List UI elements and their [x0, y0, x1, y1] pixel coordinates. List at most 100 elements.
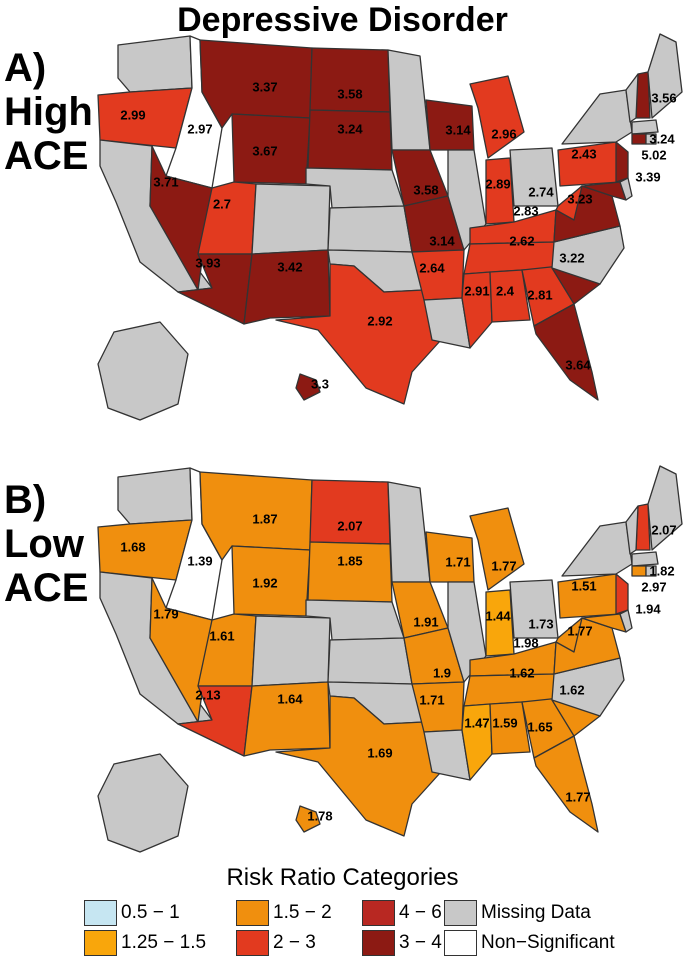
- low-ace-value-ia: 1.91: [413, 614, 438, 629]
- high-ace-map: 2.99 2.97 3.37 3.58 3.24 3.67 3.71 2.7 3.93 3.42 2…: [97, 33, 683, 421]
- legend-swatch: [84, 900, 117, 926]
- legend-label: Missing Data: [481, 902, 591, 923]
- low-ace-value-nh: 2.07: [651, 522, 676, 537]
- high-ace-state-al: [489, 269, 531, 323]
- low-ace-state-me: [647, 465, 683, 551]
- low-ace-value-tn: 1.62: [509, 665, 534, 680]
- low-ace-value-ar: 1.71: [419, 692, 444, 707]
- low-ace-value-mi: 1.77: [491, 558, 516, 573]
- high-ace-value-tn: 2.62: [509, 233, 534, 248]
- low-ace-value-sd: 1.85: [337, 553, 362, 568]
- legend-swatch: [362, 930, 395, 956]
- low-ace-state-de: [619, 609, 633, 633]
- high-ace-state-nm: [243, 249, 331, 325]
- low-ace-state-ny: [561, 521, 633, 577]
- high-ace-value-id: 2.97: [187, 121, 212, 136]
- high-ace-value-mi: 2.96: [491, 126, 516, 141]
- legend-swatch: [444, 930, 477, 956]
- low-ace-value-hi: 1.78: [307, 808, 332, 823]
- low-ace-value-ky: 1.98: [513, 635, 538, 650]
- high-ace-state-ri: [645, 133, 657, 145]
- low-ace-state-wa: [117, 467, 193, 525]
- high-ace-value-in: 2.89: [485, 176, 510, 191]
- high-ace-state-wa: [117, 35, 193, 93]
- low-ace-value-in: 1.44: [485, 608, 511, 623]
- low-ace-state-al: [489, 701, 531, 755]
- high-ace-state-ks: [327, 205, 413, 253]
- high-ace-state-de: [619, 177, 633, 201]
- high-ace-state-az: [177, 253, 253, 325]
- panel-b-line2: ACE: [4, 566, 89, 610]
- high-ace-value-ia: 3.58: [413, 182, 438, 197]
- low-ace-value-md: 1.94: [635, 601, 661, 616]
- low-ace-value-or: 1.68: [120, 539, 145, 554]
- high-ace-state-ak: [97, 321, 189, 421]
- low-ace-value-wi: 1.71: [445, 554, 470, 569]
- legend-item-missing: Missing Data: [444, 898, 591, 928]
- panel-a-line1: High: [4, 90, 93, 134]
- low-ace-state-mi: [469, 507, 525, 591]
- legend-item-1_25-1_5: 1.25 − 1.5: [84, 928, 206, 958]
- low-ace-value-pa: 1.51: [571, 578, 596, 593]
- low-ace-value-mt: 1.87: [252, 511, 277, 526]
- low-ace-state-nd: [309, 479, 391, 545]
- low-ace-state-ks: [327, 637, 413, 685]
- low-ace-value-ms: 1.47: [464, 715, 489, 730]
- low-ace-value-wy: 1.92: [252, 575, 277, 590]
- high-ace-value-mt: 3.37: [252, 79, 277, 94]
- low-ace-value-fl: 1.77: [565, 789, 590, 804]
- legend-swatch: [84, 930, 117, 956]
- high-ace-state-mn: [387, 49, 431, 151]
- high-ace-state-sd: [307, 109, 393, 171]
- high-ace-value-wi: 3.14: [445, 122, 471, 137]
- legend-label: 4 − 6: [399, 902, 442, 923]
- low-ace-state-ri: [645, 565, 657, 577]
- low-ace-state-tx: [275, 695, 451, 837]
- legend-swatch: [362, 900, 395, 926]
- high-ace-state-co: [251, 183, 331, 255]
- high-ace-value-ct: 3.24: [649, 131, 675, 146]
- high-ace-state-hi: [295, 373, 321, 401]
- high-ace-value-nv: 3.71: [153, 174, 178, 189]
- high-ace-value-nj: 5.02: [641, 147, 666, 162]
- high-ace-state-wv: [555, 185, 583, 221]
- legend-item-3-4: 3 − 4: [362, 928, 442, 958]
- low-ace-value-al: 1.59: [492, 715, 517, 730]
- high-ace-value-tx: 2.92: [367, 313, 392, 328]
- high-ace-value-va: 3.23: [567, 191, 592, 206]
- low-ace-value-nd: 2.07: [337, 518, 362, 533]
- low-ace-state-co: [251, 615, 331, 687]
- legend-label: 1.5 − 2: [273, 902, 332, 923]
- low-ace-state-ct: [631, 565, 647, 577]
- low-ace-value-id: 1.39: [187, 553, 212, 568]
- low-ace-value-va: 1.77: [567, 623, 592, 638]
- high-ace-state-nd: [309, 47, 391, 113]
- low-ace-state-hi: [295, 805, 321, 833]
- high-ace-value-az: 3.93: [195, 255, 220, 270]
- low-ace-value-nm: 1.64: [277, 691, 303, 706]
- low-ace-value-mo: 1.9: [433, 665, 451, 680]
- low-ace-state-vt: [625, 505, 639, 555]
- low-ace-state-az: [177, 685, 253, 757]
- low-ace-value-ut: 1.61: [209, 628, 234, 643]
- panel-a-letter: A): [4, 46, 47, 90]
- low-ace-value-nj: 2.97: [641, 579, 666, 594]
- high-ace-state-me: [647, 33, 683, 119]
- legend-swatch: [236, 930, 269, 956]
- high-ace-state-vt: [625, 73, 639, 123]
- legend-item-0_5-1: 0.5 − 1: [84, 898, 180, 928]
- high-ace-value-pa: 2.43: [571, 146, 596, 161]
- legend-title: Risk Ratio Categories: [226, 864, 459, 891]
- high-ace-value-ut: 2.7: [213, 196, 231, 211]
- legend-label: Non−Significant: [481, 932, 615, 953]
- low-ace-value-sc: 1.62: [559, 682, 584, 697]
- low-ace-value-az: 2.13: [195, 687, 220, 702]
- high-ace-state-nj: [615, 141, 629, 183]
- high-ace-state-ct: [631, 133, 647, 145]
- low-ace-value-tx: 1.69: [367, 745, 392, 760]
- low-ace-value-wv: 1.73: [528, 616, 553, 631]
- high-ace-value-nh: 3.56: [651, 90, 676, 105]
- low-ace-state-wv: [555, 617, 583, 653]
- panel-a-line2: ACE: [4, 134, 89, 178]
